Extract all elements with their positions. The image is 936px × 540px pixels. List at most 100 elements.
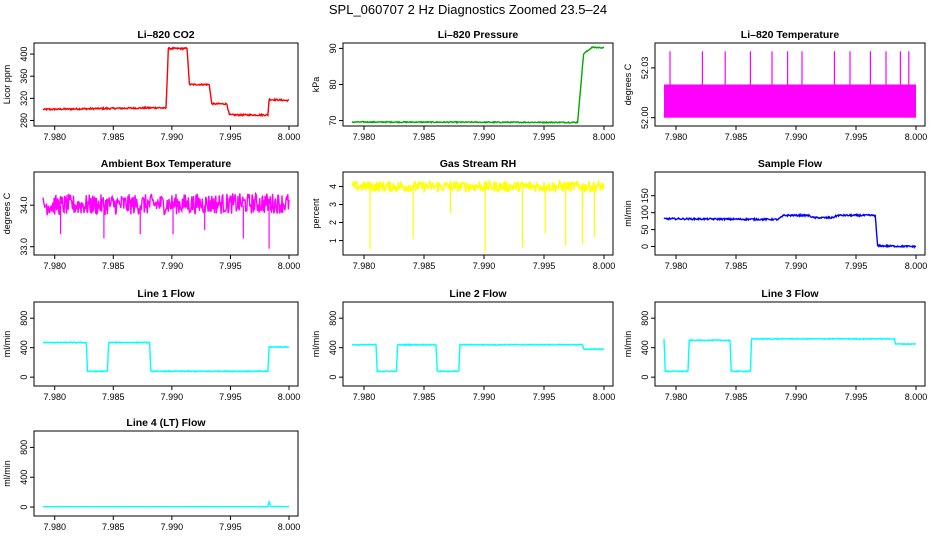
page-title: SPL_060707 2 Hz Diagnostics Zoomed 23.5–…	[328, 2, 608, 17]
y-tick-label: 0	[640, 244, 650, 249]
x-tick-label: 7.980	[43, 522, 66, 532]
x-tick-label: 7.985	[413, 261, 436, 271]
x-tick-label: 7.990	[473, 261, 496, 271]
x-tick-label: 7.990	[785, 132, 808, 142]
y-tick-label: 800	[328, 311, 338, 326]
x-tick-label: 7.985	[413, 392, 436, 402]
y-tick-label: 2	[328, 220, 338, 225]
y-axis-label: ml/min	[311, 331, 321, 358]
y-tick-label: 0	[328, 375, 338, 380]
data-series-line	[663, 212, 917, 249]
chart-panel: Li–820 Pressure 7.980 7.985 7.990 7.995 8.000…	[311, 29, 615, 142]
x-tick-label: 8.000	[593, 392, 616, 402]
data-series-line	[351, 45, 605, 125]
x-tick-label: 8.000	[905, 261, 928, 271]
data-band	[664, 84, 916, 118]
chart-panel: Line 3 Flow 7.980 7.985 7.990 7.995 8.000 0 400…	[623, 288, 927, 402]
y-tick-label: 52.00	[640, 106, 650, 129]
chart-title: Li–820 CO2	[137, 29, 194, 41]
x-tick-label: 7.990	[161, 392, 184, 402]
y-tick-label: 800	[19, 311, 29, 326]
x-tick-label: 7.985	[725, 132, 748, 142]
data-layer	[42, 191, 290, 249]
x-tick-label: 8.000	[593, 132, 616, 142]
x-tick-label: 7.995	[533, 392, 556, 402]
y-tick-label: 150	[640, 188, 650, 203]
data-series-line	[663, 337, 917, 373]
x-tick-label: 7.985	[413, 132, 436, 142]
x-tick-label: 7.985	[102, 261, 125, 271]
x-tick-label: 7.990	[473, 392, 496, 402]
y-tick-label: 400	[19, 47, 29, 62]
chart-panel: Li–820 Temperature 7.980 7.985 7.990 7.995 8.…	[623, 29, 927, 142]
x-tick-label: 8.000	[278, 261, 301, 271]
x-tick-label: 8.000	[905, 392, 928, 402]
y-tick-label: 34.0	[19, 196, 29, 214]
chart-panel: Sample Flow 7.980 7.985 7.990 7.995 8.000 0 50 1…	[623, 158, 927, 271]
x-tick-label: 7.990	[473, 132, 496, 142]
chart-title: Ambient Box Temperature	[101, 158, 232, 170]
x-tick-label: 7.995	[533, 261, 556, 271]
x-tick-label: 7.980	[665, 261, 688, 271]
plot-frame	[33, 301, 299, 387]
x-tick-label: 7.980	[353, 132, 376, 142]
plot-frame	[654, 171, 926, 256]
y-axis-label: ml/min	[623, 331, 633, 358]
y-tick-label: 360	[19, 69, 29, 84]
y-tick-label: 400	[19, 470, 29, 485]
chart-panel: Gas Stream RH 7.980 7.985 7.990 7.995 8.000 1 2…	[311, 158, 615, 271]
x-tick-label: 7.995	[219, 392, 242, 402]
chart-title: Line 2 Flow	[449, 288, 507, 300]
x-tick-label: 7.980	[353, 261, 376, 271]
x-tick-label: 7.980	[43, 132, 66, 142]
y-tick-label: 50	[640, 225, 650, 235]
chart-panel: Line 1 Flow 7.980 7.985 7.990 7.995 8.000 0 400…	[2, 288, 300, 402]
x-tick-label: 7.995	[533, 132, 556, 142]
y-axis-label: percent	[311, 198, 321, 229]
plot-frame	[33, 171, 299, 256]
y-tick-label: 800	[640, 311, 650, 326]
x-tick-label: 8.000	[278, 132, 301, 142]
x-tick-label: 7.980	[43, 261, 66, 271]
data-layer	[663, 212, 917, 249]
y-axis-label: kPa	[311, 77, 321, 93]
x-tick-label: 7.985	[102, 132, 125, 142]
x-tick-label: 7.980	[353, 392, 376, 402]
y-tick-label: 52.03	[640, 57, 650, 80]
chart-title: Gas Stream RH	[440, 158, 516, 170]
chart-panel: Line 4 (LT) Flow 7.980 7.985 7.990 7.995 8.00…	[2, 417, 300, 532]
y-tick-label: 800	[19, 440, 29, 455]
y-tick-label: 0	[640, 375, 650, 380]
data-layer	[351, 45, 605, 125]
plot-frame	[342, 42, 614, 127]
data-layer	[663, 337, 917, 373]
chart-title: Line 4 (LT) Flow	[126, 417, 206, 429]
chart-title: Li–820 Pressure	[438, 29, 519, 41]
data-series-line	[43, 500, 290, 508]
y-tick-label: 70	[328, 116, 338, 126]
data-layer	[351, 178, 605, 254]
chart-panel: Li–820 CO2 7.980 7.985 7.990 7.995 8.000 280 32…	[2, 29, 300, 142]
chart-title: Line 3 Flow	[761, 288, 819, 300]
data-series-line	[42, 340, 290, 373]
chart-title: Line 1 Flow	[137, 288, 195, 300]
x-tick-label: 7.990	[785, 392, 808, 402]
data-series-line	[42, 191, 290, 216]
x-tick-label: 7.990	[161, 132, 184, 142]
chart-panel: Line 2 Flow 7.980 7.985 7.990 7.995 8.000 0 400…	[311, 288, 615, 402]
x-tick-label: 7.990	[161, 522, 184, 532]
y-axis-label: ml/min	[2, 331, 12, 358]
y-tick-label: 280	[19, 113, 29, 128]
plot-frame	[654, 42, 926, 127]
x-tick-label: 7.990	[161, 261, 184, 271]
x-tick-label: 7.995	[219, 132, 242, 142]
x-tick-label: 7.995	[845, 392, 868, 402]
data-layer	[42, 340, 290, 373]
x-tick-label: 7.985	[102, 522, 125, 532]
data-layer	[664, 51, 916, 118]
x-tick-label: 7.990	[785, 261, 808, 271]
y-tick-label: 80	[328, 79, 338, 89]
plot-frame	[33, 42, 299, 127]
